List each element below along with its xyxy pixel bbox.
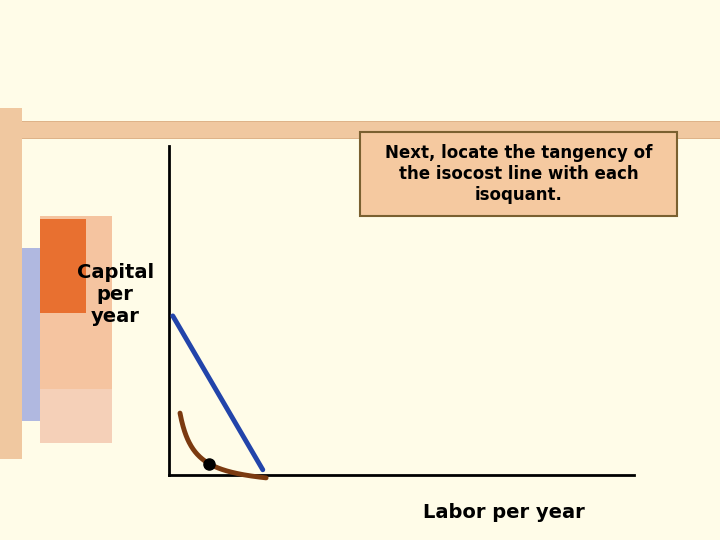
Text: Labor per year: Labor per year [423, 503, 585, 523]
Text: Capital
per
year: Capital per year [76, 263, 154, 326]
Text: Next, locate the tangency of
the isocost line with each
isoquant.: Next, locate the tangency of the isocost… [384, 144, 652, 204]
Bar [40, 219, 86, 313]
Bar [0, 122, 720, 138]
Bar [22, 248, 43, 421]
Bar [0, 108, 22, 459]
Bar [40, 367, 112, 443]
Bar [40, 216, 112, 389]
Bar [360, 132, 677, 216]
